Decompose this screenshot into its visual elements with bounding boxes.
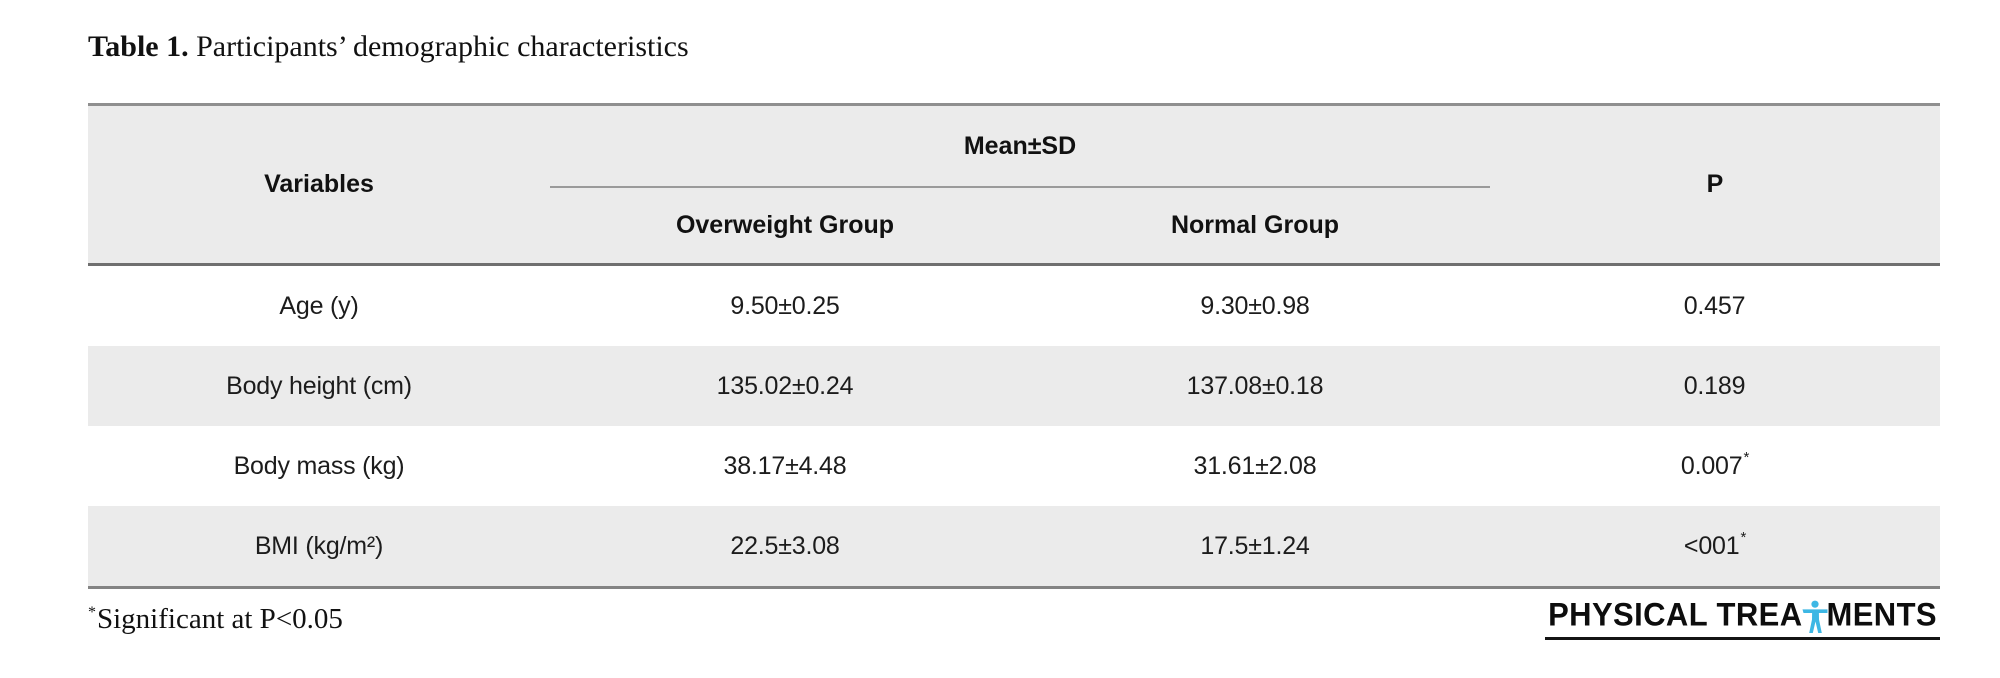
table-title: Table 1. Participants’ demographic chara… bbox=[88, 28, 1940, 66]
header-overweight-group: Overweight Group bbox=[675, 211, 895, 239]
footnote-text: Significant at P<0.05 bbox=[97, 603, 343, 635]
demographics-table: Variables Mean±SD P Overweight Group Nor… bbox=[88, 103, 1940, 589]
human-figure-icon bbox=[1802, 600, 1827, 633]
significance-asterisk: * bbox=[1740, 528, 1747, 546]
cell-overweight: 9.50±0.25 bbox=[730, 291, 840, 320]
table-title-label: Table 1. bbox=[88, 30, 189, 63]
cell-variable: BMI (kg/m²) bbox=[254, 531, 384, 560]
header-mean-sd: Mean±SD bbox=[550, 106, 1490, 188]
cell-p-value: 0.007 * bbox=[1490, 426, 1940, 506]
header-normal-group: Normal Group bbox=[1170, 211, 1340, 239]
p-value-text: <001 bbox=[1683, 531, 1740, 560]
table-header: Variables Mean±SD P Overweight Group Nor… bbox=[88, 106, 1940, 266]
footnote-asterisk: * bbox=[88, 604, 96, 621]
table-row: Age (y) 9.50±0.25 9.30±0.98 0.457 bbox=[88, 266, 1940, 346]
cell-normal: 17.5±1.24 bbox=[1200, 531, 1310, 560]
logo-text-left: PHYSICAL TREA bbox=[1548, 596, 1803, 633]
cell-normal: 137.08±0.18 bbox=[1186, 371, 1324, 400]
cell-normal: 9.30±0.98 bbox=[1200, 291, 1310, 320]
cell-overweight: 22.5±3.08 bbox=[730, 531, 840, 560]
cell-overweight: 38.17±4.48 bbox=[723, 451, 847, 480]
cell-p-value: <001 * bbox=[1490, 506, 1940, 586]
cell-p-value: 0.189 bbox=[1490, 346, 1940, 426]
significance-asterisk: * bbox=[1743, 448, 1750, 466]
table-row: BMI (kg/m²) 22.5±3.08 17.5±1.24 <001 * bbox=[88, 506, 1940, 586]
significance-footnote: *Significant at P<0.05 bbox=[88, 599, 343, 636]
cell-variable: Age (y) bbox=[279, 291, 359, 320]
cell-variable: Body mass (kg) bbox=[233, 451, 405, 480]
table-body: Age (y) 9.50±0.25 9.30±0.98 0.457 Body h… bbox=[88, 266, 1940, 586]
p-value-text: 0.007 bbox=[1680, 451, 1743, 480]
logo-text-right: MENTS bbox=[1826, 596, 1937, 633]
cell-normal: 31.61±2.08 bbox=[1193, 451, 1317, 480]
p-value-text: 0.189 bbox=[1683, 371, 1746, 400]
table-row: Body mass (kg) 38.17±4.48 31.61±2.08 0.0… bbox=[88, 426, 1940, 506]
table-row: Body height (cm) 135.02±0.24 137.08±0.18… bbox=[88, 346, 1940, 426]
header-variables: Variables bbox=[264, 170, 374, 198]
cell-overweight: 135.02±0.24 bbox=[716, 371, 854, 400]
table-footer: *Significant at P<0.05 PHYSICAL TREA MEN… bbox=[88, 596, 1940, 640]
p-value-text: 0.457 bbox=[1683, 291, 1746, 320]
header-p: P bbox=[1706, 170, 1724, 198]
table-title-text: Participants’ demographic characteristic… bbox=[188, 30, 689, 63]
cell-variable: Body height (cm) bbox=[226, 371, 412, 400]
cell-p-value: 0.457 bbox=[1490, 266, 1940, 346]
physical-treatments-logo: PHYSICAL TREA MENTS bbox=[1545, 596, 1940, 640]
